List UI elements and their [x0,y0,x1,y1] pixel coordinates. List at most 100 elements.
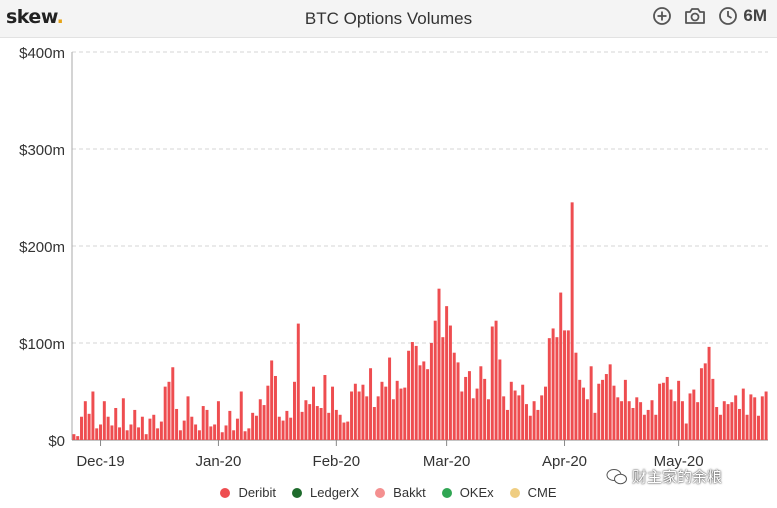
y-tick-label: $400m [19,45,65,62]
bar-deribit [646,409,650,440]
bar-deribit [369,368,373,440]
bar-deribit [72,434,76,440]
bar-deribit [737,408,741,440]
bar-deribit [281,420,285,440]
watermark: 财主家的余粮 [606,466,722,487]
period-label: 6M [743,6,767,25]
bar-deribit [544,386,547,440]
bar-deribit [707,346,711,440]
bar-deribit [137,427,141,440]
bar-deribit [110,425,114,440]
bar-deribit [342,422,346,440]
bar-deribit [505,409,509,440]
bar-deribit [258,399,262,440]
add-button[interactable] [652,6,672,26]
chart-area: $0 $100m $200m $300m $400m Dec-19 Jan-20 Feb-20… [0,38,777,480]
bar-deribit [525,404,528,440]
bar-deribit [163,386,167,440]
bar-deribit [197,430,201,440]
bar-deribit [680,401,684,440]
bar-deribit [365,396,369,440]
bar-deribit [684,423,688,440]
bar-deribit [460,391,464,440]
bar-deribit [635,397,639,440]
bar-deribit [403,387,407,440]
bar-deribit [513,390,517,440]
plus-circle-icon [653,7,672,25]
bar-deribit [574,352,578,440]
bar-deribit [711,378,715,440]
bar-deribit [186,396,190,440]
bar-deribit [661,382,665,440]
bar-deribit [585,399,589,440]
bar-deribit [696,402,700,440]
bar-deribit [178,430,182,440]
bar-deribit [437,288,441,440]
bar-deribit [102,401,106,440]
skew-logo[interactable]: skew. [6,6,64,28]
bar-deribit [319,407,323,440]
bar-deribit [555,337,559,440]
bar-deribit [741,388,745,440]
bar-deribit [239,391,243,440]
bar-deribit [753,397,757,440]
bar-deribit [388,357,392,440]
bar-deribit [551,328,555,440]
bar-deribit [273,375,277,440]
bar-deribit [616,397,620,440]
bar-deribit [346,421,350,440]
legend-swatch [509,487,520,498]
legend-item-deribit[interactable]: Deribit [220,485,276,500]
bar-deribit [718,414,722,440]
bar-deribit [216,401,220,440]
bar-deribit [353,383,357,440]
bar-deribit [433,320,437,440]
bar-deribit [399,388,403,440]
bar-deribit [612,385,616,440]
legend-item-ledgerx[interactable]: LedgerX [292,485,359,500]
bar-deribit [589,366,593,440]
x-tick-label: Mar-20 [423,453,471,470]
bar-deribit [235,418,239,440]
bar-deribit [669,389,673,440]
bar-deribit [133,409,137,440]
bar-deribit [620,401,624,440]
bar-deribit [171,367,175,440]
y-tick-label: $200m [19,239,65,256]
watermark-text: 财主家的余粮 [632,468,723,486]
bar-deribit [494,320,498,440]
legend-item-cme[interactable]: CME [509,485,557,500]
legend-item-okex[interactable]: OKEx [441,485,494,500]
bar-deribit [376,396,380,440]
period-selector[interactable]: 6M [718,6,767,26]
legend-swatch [292,487,303,498]
legend-item-bakkt[interactable]: Bakkt [375,485,426,500]
snapshot-button[interactable] [684,6,706,26]
bar-deribit [475,388,479,440]
bar-deribit [414,345,418,440]
chart-header: skew. BTC Options Volumes 6M [0,0,777,38]
bar-deribit [623,379,627,440]
bar-deribit [540,395,544,440]
bar-deribit [167,381,171,440]
bar-deribit [429,343,433,440]
bar-deribit [604,374,608,440]
bar-deribit [441,337,445,440]
bar-deribit [106,416,110,440]
x-tick-label: Apr-20 [542,453,587,470]
bar-deribit [426,369,430,440]
bar-deribit [479,366,483,440]
bar-deribit [395,380,399,440]
bar-deribit [464,376,468,440]
bar-deribit [247,428,251,440]
bar-deribit [76,436,80,440]
bar-deribit [361,384,365,440]
bar-deribit [209,426,213,440]
bar-deribit [159,421,163,440]
bar-deribit [289,417,293,440]
bar-deribit [726,404,730,440]
bar-deribit [80,416,83,440]
bar-deribit [312,386,315,440]
bar-deribit [445,306,449,440]
chart-legend: Deribit LedgerX Bakkt OKEx CME [0,485,777,500]
